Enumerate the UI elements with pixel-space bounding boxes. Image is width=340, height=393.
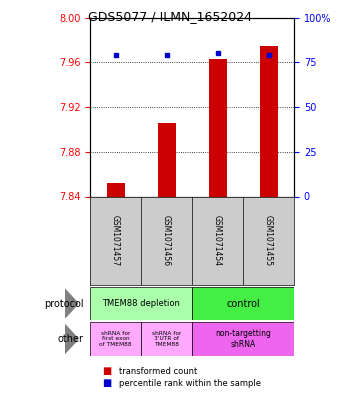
Bar <box>158 123 175 196</box>
Polygon shape <box>65 289 78 318</box>
Text: ■: ■ <box>102 378 111 388</box>
Text: GSM1071456: GSM1071456 <box>162 215 171 266</box>
Bar <box>90 322 141 356</box>
Bar <box>107 183 124 196</box>
Text: non-targetting
shRNA: non-targetting shRNA <box>215 329 271 349</box>
Text: other: other <box>57 334 83 344</box>
Text: shRNA for
3'UTR of
TMEM88: shRNA for 3'UTR of TMEM88 <box>152 331 181 347</box>
Text: TMEM88 depletion: TMEM88 depletion <box>102 299 180 308</box>
Bar <box>90 287 192 320</box>
Bar <box>192 322 294 356</box>
Text: control: control <box>226 299 260 309</box>
Bar <box>141 322 192 356</box>
Text: percentile rank within the sample: percentile rank within the sample <box>119 379 261 387</box>
Polygon shape <box>65 324 78 354</box>
Text: GSM1071455: GSM1071455 <box>264 215 273 266</box>
Text: GSM1071457: GSM1071457 <box>111 215 120 266</box>
Text: GSM1071454: GSM1071454 <box>213 215 222 266</box>
Text: shRNA for
first exon
of TMEM88: shRNA for first exon of TMEM88 <box>99 331 132 347</box>
Bar <box>192 287 294 320</box>
Text: protocol: protocol <box>44 299 83 309</box>
Bar <box>260 46 277 196</box>
Text: GDS5077 / ILMN_1652024: GDS5077 / ILMN_1652024 <box>88 10 252 23</box>
Text: ■: ■ <box>102 366 111 376</box>
Text: transformed count: transformed count <box>119 367 197 376</box>
Bar <box>209 59 226 196</box>
